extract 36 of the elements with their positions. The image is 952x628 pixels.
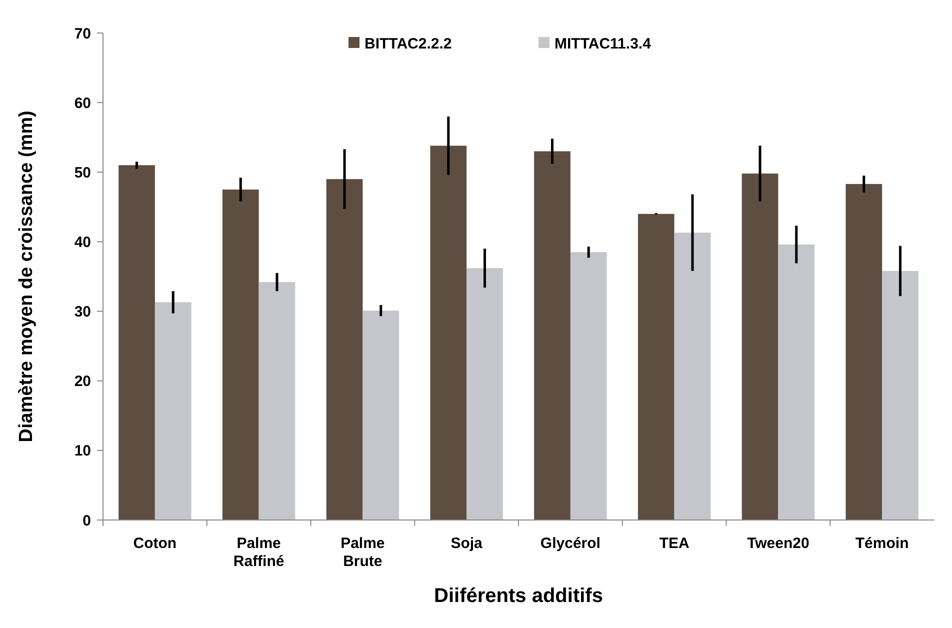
- bar: [362, 310, 400, 520]
- bar: [882, 270, 918, 520]
- x-tick-label: Témoin: [855, 535, 909, 552]
- bar: [258, 282, 296, 520]
- x-tick-label: Palme Brute: [340, 535, 385, 570]
- bar: [430, 146, 467, 520]
- x-axis-title: Diiférents additifs: [434, 585, 603, 607]
- x-tick-label: TEA: [659, 535, 690, 552]
- x-tick-label: Glycérol: [540, 535, 600, 552]
- y-axis-title: Diamètre moyen de croissance (mm): [16, 110, 37, 442]
- x-tick-label: Palme Raffiné: [233, 535, 284, 570]
- bar: [778, 244, 815, 520]
- bar: [222, 190, 259, 520]
- legend-label: MITTAC11.3.4: [554, 35, 652, 52]
- y-tick-label: 10: [74, 442, 91, 460]
- y-tick-label: 20: [74, 373, 91, 390]
- bar: [326, 179, 363, 520]
- bar: [674, 232, 711, 520]
- y-tick-label: 50: [74, 164, 91, 182]
- bar: [154, 302, 192, 520]
- y-tick-label: 0: [82, 512, 91, 530]
- y-tick-label: 40: [74, 234, 91, 251]
- bar: [534, 151, 570, 520]
- x-tick-label: Tween20: [747, 535, 810, 552]
- y-tick-label: 60: [74, 94, 91, 112]
- bar: [118, 165, 155, 520]
- bar: [846, 184, 882, 520]
- x-tick-label: Coton: [133, 535, 177, 552]
- bar: [570, 252, 607, 520]
- bar: [466, 268, 503, 520]
- y-tick-label: 70: [74, 25, 91, 42]
- legend-label: BITTAC2.2.2: [364, 35, 452, 52]
- x-tick-label: Soja: [450, 535, 484, 552]
- bar: [638, 214, 674, 520]
- y-tick-label: 30: [74, 304, 91, 321]
- bar: [742, 174, 778, 520]
